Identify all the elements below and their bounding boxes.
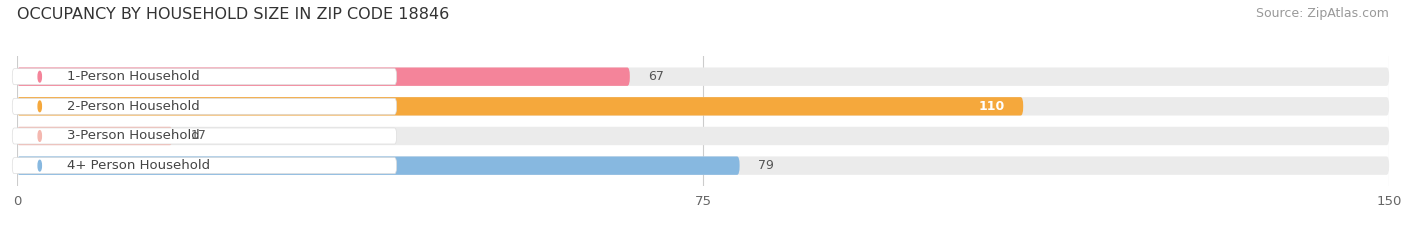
- Text: 110: 110: [979, 100, 1005, 113]
- Circle shape: [38, 131, 41, 141]
- FancyBboxPatch shape: [13, 69, 396, 85]
- FancyBboxPatch shape: [13, 98, 396, 114]
- Circle shape: [38, 160, 41, 171]
- Text: 1-Person Household: 1-Person Household: [67, 70, 200, 83]
- Circle shape: [38, 71, 41, 82]
- Text: OCCUPANCY BY HOUSEHOLD SIZE IN ZIP CODE 18846: OCCUPANCY BY HOUSEHOLD SIZE IN ZIP CODE …: [17, 7, 449, 22]
- FancyBboxPatch shape: [17, 127, 1389, 145]
- Text: 17: 17: [191, 130, 207, 143]
- FancyBboxPatch shape: [13, 128, 396, 144]
- FancyBboxPatch shape: [17, 97, 1024, 116]
- FancyBboxPatch shape: [17, 68, 630, 86]
- FancyBboxPatch shape: [17, 156, 1389, 175]
- FancyBboxPatch shape: [17, 97, 1389, 116]
- Text: 79: 79: [758, 159, 773, 172]
- FancyBboxPatch shape: [17, 68, 1389, 86]
- Text: 3-Person Household: 3-Person Household: [67, 130, 200, 143]
- Circle shape: [38, 101, 41, 112]
- Text: 2-Person Household: 2-Person Household: [67, 100, 200, 113]
- Text: Source: ZipAtlas.com: Source: ZipAtlas.com: [1256, 7, 1389, 20]
- FancyBboxPatch shape: [17, 127, 173, 145]
- Text: 67: 67: [648, 70, 664, 83]
- FancyBboxPatch shape: [17, 156, 740, 175]
- FancyBboxPatch shape: [13, 158, 396, 174]
- Text: 4+ Person Household: 4+ Person Household: [67, 159, 211, 172]
